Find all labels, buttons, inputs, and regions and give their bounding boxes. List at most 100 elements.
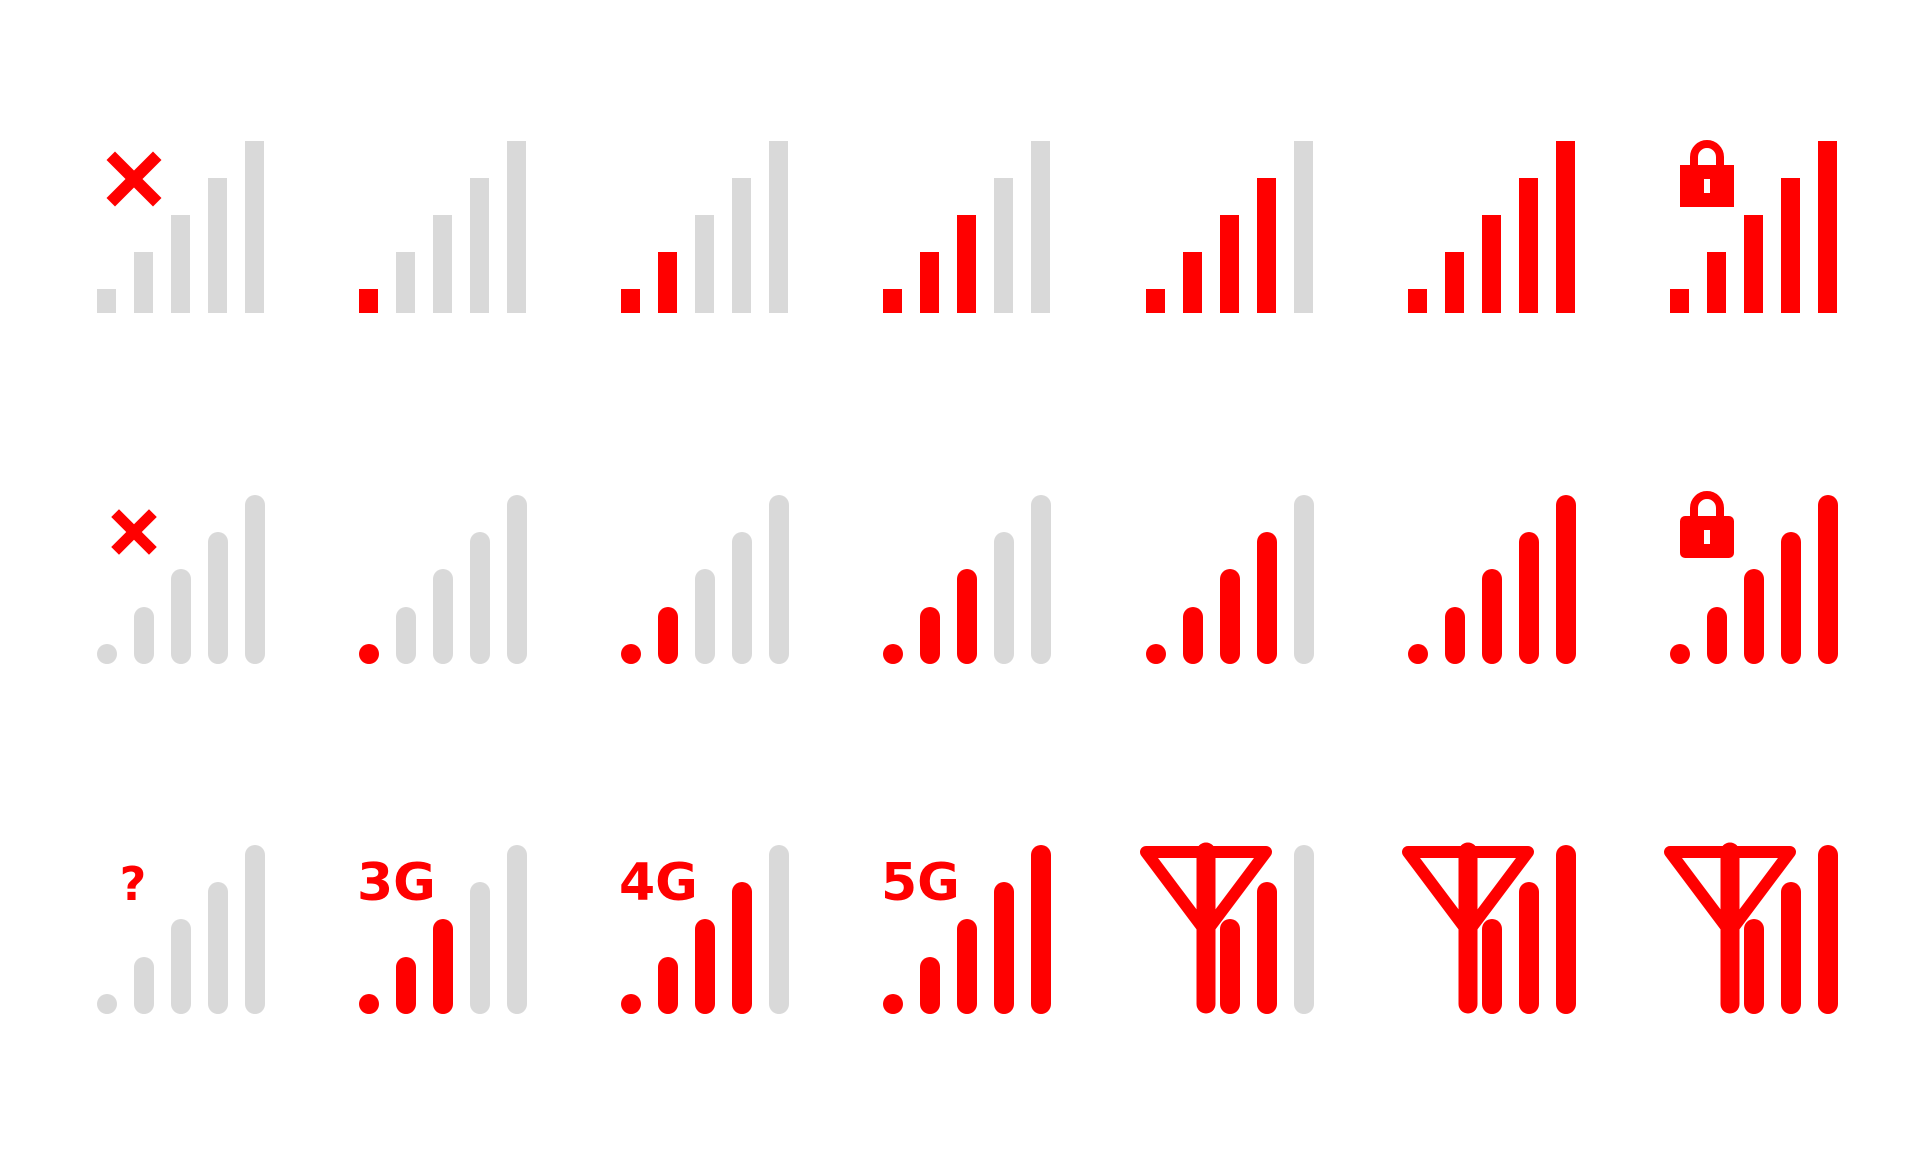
signal-bar-4	[1257, 532, 1277, 664]
signal-bar-1	[1408, 289, 1427, 313]
signal-icon-r3-c7	[1664, 842, 1838, 1014]
signal-bar-2	[920, 607, 940, 664]
signal-bar-3	[695, 215, 714, 313]
signal-bar-5	[507, 495, 527, 664]
signal-bar-5	[1031, 845, 1051, 1014]
signal-bar-3	[1744, 215, 1763, 313]
signal-bar-1	[883, 289, 902, 313]
signal-bar-2	[920, 957, 940, 1014]
signal-bar-5	[507, 141, 526, 313]
signal-bar-4	[470, 178, 489, 313]
signal-bar-5	[1031, 495, 1051, 664]
signal-bar-2	[1445, 607, 1465, 664]
signal-bar-1	[1670, 289, 1689, 313]
signal-bar-4	[1257, 882, 1277, 1014]
signal-icon-r2-c1	[97, 495, 265, 664]
signal-bar-3	[171, 919, 191, 1014]
signal-bar-4	[1781, 882, 1801, 1014]
signal-bar-4	[470, 532, 490, 664]
signal-icon-r1-c6	[1408, 141, 1575, 313]
network-type-label: 5G	[881, 853, 960, 913]
signal-bar-2	[658, 607, 678, 664]
signal-bar-4	[1781, 532, 1801, 664]
antenna-icon	[1402, 842, 1534, 1014]
signal-bar-3	[695, 919, 715, 1014]
signal-bar-5	[1294, 495, 1314, 664]
signal-bar-3	[171, 569, 191, 664]
signal-bar-5	[245, 141, 264, 313]
signal-bar-1	[1146, 644, 1166, 664]
signal-bar-1	[359, 994, 379, 1014]
signal-bar-4	[994, 532, 1014, 664]
signal-icon-r2-c3	[621, 495, 789, 664]
signal-bar-5	[1818, 495, 1838, 664]
signal-bar-4	[208, 532, 228, 664]
signal-bar-3	[1482, 215, 1501, 313]
signal-bar-1	[1146, 289, 1165, 313]
signal-bar-3	[957, 215, 976, 313]
signal-bar-4	[1519, 882, 1539, 1014]
signal-bar-3	[1220, 569, 1240, 664]
signal-bar-5	[245, 845, 265, 1014]
signal-bar-5	[245, 495, 265, 664]
signal-bar-2	[1445, 252, 1464, 313]
signal-bar-2	[134, 607, 154, 664]
signal-icon-r2-c2	[359, 495, 527, 664]
signal-bar-2	[658, 252, 677, 313]
signal-bar-2	[1707, 607, 1727, 664]
signal-icon-r2-c4	[883, 495, 1051, 664]
signal-icon-r1-c7	[1670, 140, 1837, 313]
signal-bar-3	[171, 215, 190, 313]
signal-bar-2	[1183, 252, 1202, 313]
signal-icon-r3-c6	[1402, 842, 1576, 1014]
signal-icon-r2-c7	[1670, 491, 1838, 664]
signal-bar-2	[920, 252, 939, 313]
signal-bar-1	[97, 289, 116, 313]
signal-bar-2	[1183, 607, 1203, 664]
signal-bar-2	[396, 607, 416, 664]
signal-bar-2	[396, 957, 416, 1014]
lock-icon	[1680, 140, 1734, 207]
signal-icon-r1-c3	[621, 141, 788, 313]
signal-bar-5	[1556, 845, 1576, 1014]
signal-bar-3	[1482, 919, 1502, 1014]
signal-bar-4	[994, 882, 1014, 1014]
signal-bar-5	[1818, 141, 1837, 313]
signal-icon-r3-c2: 3G	[357, 845, 527, 1014]
signal-bar-5	[1556, 141, 1575, 313]
network-type-label: 3G	[357, 853, 436, 913]
signal-bar-1	[359, 289, 378, 313]
signal-bar-3	[695, 569, 715, 664]
signal-icon-r1-c4	[883, 141, 1050, 313]
signal-bar-1	[1670, 644, 1690, 664]
signal-bar-2	[658, 957, 678, 1014]
signal-bar-3	[1744, 919, 1764, 1014]
signal-icon-r1-c1	[97, 141, 264, 313]
signal-bar-1	[621, 994, 641, 1014]
signal-bar-1	[621, 289, 640, 313]
signal-bar-4	[1519, 178, 1538, 313]
signal-bar-4	[208, 882, 228, 1014]
signal-bar-4	[732, 178, 751, 313]
signal-icon-r1-c5	[1146, 141, 1313, 313]
signal-bar-1	[359, 644, 379, 664]
signal-bar-2	[134, 252, 153, 313]
x-icon	[106, 151, 162, 207]
signal-bar-5	[1031, 141, 1050, 313]
antenna-icon	[1140, 842, 1272, 1014]
signal-bar-4	[1781, 178, 1800, 313]
signal-bar-5	[1556, 495, 1576, 664]
signal-bar-1	[883, 644, 903, 664]
signal-bar-3	[433, 215, 452, 313]
signal-bar-3	[1482, 569, 1502, 664]
antenna-icon	[1664, 842, 1796, 1014]
signal-bar-1	[97, 644, 117, 664]
signal-bar-5	[1294, 845, 1314, 1014]
signal-bar-4	[1257, 178, 1276, 313]
signal-bar-4	[994, 178, 1013, 313]
signal-bar-2	[1707, 252, 1726, 313]
signal-bar-3	[957, 919, 977, 1014]
signal-icon-r3-c4: 5G	[881, 845, 1051, 1014]
x-icon	[111, 509, 157, 555]
